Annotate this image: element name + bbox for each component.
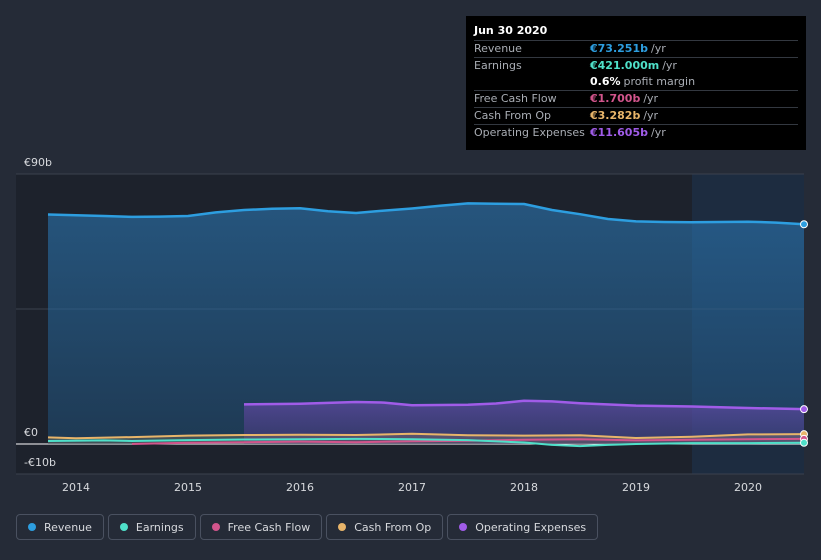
y-tick-label: €90b	[24, 156, 52, 169]
tooltip-label: Free Cash Flow	[474, 92, 557, 105]
earnings-line	[47, 437, 805, 448]
tooltip-row-earnings: Earnings €421.000m /yr	[474, 57, 798, 74]
legend-label: Free Cash Flow	[227, 520, 311, 534]
legend-item-free-cash-flow[interactable]: Free Cash Flow	[199, 514, 323, 540]
tooltip-row-opex: Operating Expenses €11.605b /yr	[474, 124, 798, 141]
tooltip-row-revenue: Revenue €73.251b /yr	[474, 40, 798, 57]
tooltip-unit: profit margin	[623, 75, 696, 88]
revenue-line	[47, 202, 805, 226]
legend-label: Earnings	[135, 520, 184, 534]
chart-legend: Revenue Earnings Free Cash Flow Cash Fro…	[16, 514, 602, 542]
tooltip-unit: /yr	[650, 126, 666, 139]
tooltip-date: Jun 30 2020	[474, 24, 548, 37]
free-cash-flow-dot-icon	[211, 523, 220, 531]
tooltip-label: Revenue	[474, 42, 522, 55]
revenue-area	[48, 203, 804, 444]
revenue-end-point	[800, 220, 808, 229]
y-axis-labels: €90b €0 -€10b	[24, 156, 56, 469]
x-tick-label: 2016	[286, 481, 314, 494]
tooltip-unit: /yr	[650, 42, 666, 55]
tooltip-value: €3.282b	[590, 109, 641, 122]
x-tick-label: 2019	[622, 481, 650, 494]
x-tick-label: 2020	[734, 481, 762, 494]
operating-expenses-area	[244, 400, 804, 444]
operating-expenses-line	[243, 399, 805, 411]
earnings-end-point	[800, 438, 808, 447]
x-tick-label: 2017	[398, 481, 426, 494]
tooltip-panel: Jun 30 2020 Revenue €73.251b /yr Earning…	[466, 16, 806, 150]
tooltip-unit: /yr	[643, 92, 659, 105]
x-axis-labels: 2014 2015 2016 2017 2018 2019 2020	[62, 481, 762, 494]
x-tick-label: 2015	[174, 481, 202, 494]
tooltip-row-cfo: Cash From Op €3.282b /yr	[474, 107, 798, 124]
legend-item-earnings[interactable]: Earnings	[107, 514, 196, 540]
tooltip-value: €73.251b	[590, 42, 648, 55]
operating-expenses-dot-icon	[459, 523, 468, 531]
x-tick-label: 2014	[62, 481, 90, 494]
legend-label: Operating Expenses	[475, 520, 587, 534]
series-lines	[47, 202, 805, 448]
y-tick-label: -€10b	[24, 456, 56, 469]
cash-from-op-dot-icon	[338, 523, 347, 531]
tooltip-value: 0.6%	[590, 75, 621, 88]
tooltip-unit: /yr	[662, 59, 677, 72]
tooltip-label: Earnings	[474, 59, 522, 72]
legend-label: Cash From Op	[354, 520, 432, 534]
legend-label: Revenue	[44, 520, 92, 534]
tooltip-value: €421.000m	[590, 59, 660, 72]
legend-item-cash-from-op[interactable]: Cash From Op	[326, 514, 444, 540]
y-tick-label: €0	[24, 426, 38, 439]
tooltip-row-fcf: Free Cash Flow €1.700b /yr	[474, 90, 798, 107]
tooltip-unit: /yr	[643, 109, 659, 122]
tooltip-label: Operating Expenses	[474, 126, 585, 139]
legend-item-revenue[interactable]: Revenue	[16, 514, 104, 540]
tooltip-label: Cash From Op	[474, 109, 552, 122]
revenue-dot-icon	[28, 523, 36, 531]
x-tick-label: 2018	[510, 481, 538, 494]
cash-from-op-line	[47, 432, 805, 440]
tooltip-row-margin: 0.6% profit margin	[474, 74, 798, 90]
earnings-dot-icon	[119, 523, 128, 531]
series-areas	[48, 203, 804, 444]
tooltip-value: €11.605b	[590, 126, 648, 139]
tooltip-value: €1.700b	[590, 92, 641, 105]
series-end-markers	[800, 220, 808, 447]
operating-expenses-end-point	[800, 405, 808, 414]
legend-item-operating-expenses[interactable]: Operating Expenses	[447, 514, 599, 540]
